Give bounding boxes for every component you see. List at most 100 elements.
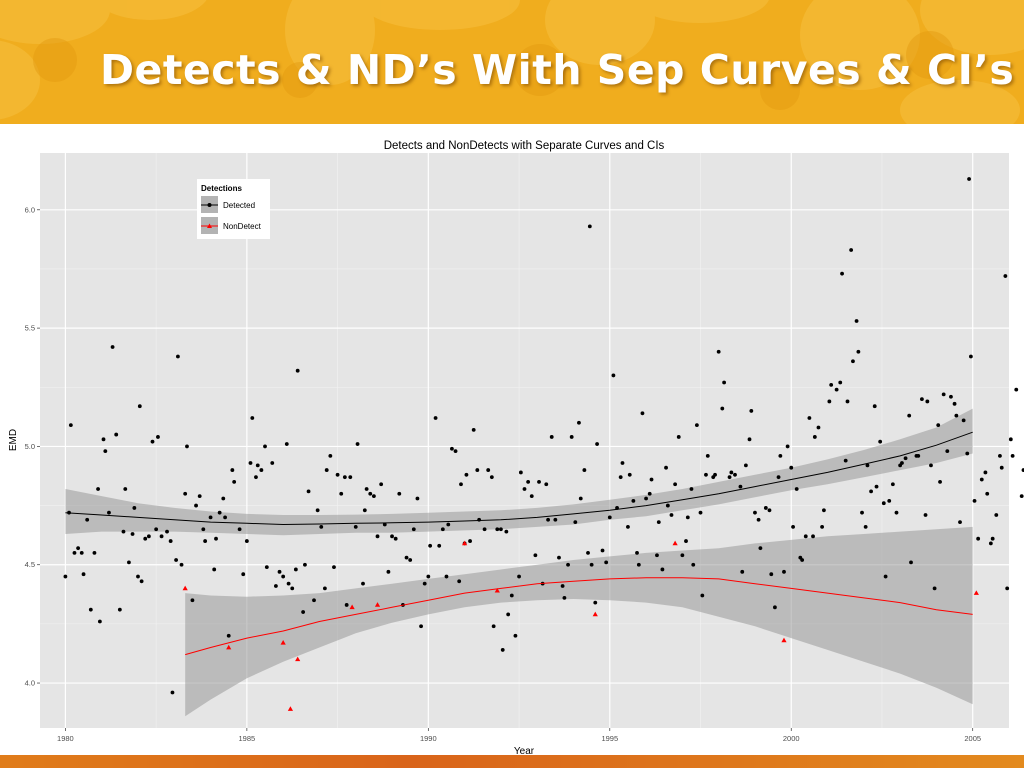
detected-point xyxy=(459,482,463,487)
detected-point xyxy=(949,394,953,399)
detected-point xyxy=(315,508,320,513)
detected-point xyxy=(700,593,705,598)
detected-point xyxy=(838,380,843,385)
detected-point xyxy=(190,598,195,603)
detected-point xyxy=(900,461,904,465)
floral-pattern-decoration xyxy=(0,0,1024,124)
detected-point xyxy=(972,498,977,503)
detected-point xyxy=(776,475,781,480)
title-banner: Detects & ND’s With Sep Curves & CI’s xyxy=(0,0,1024,124)
detected-point xyxy=(226,633,231,638)
detected-point xyxy=(303,562,307,567)
detected-point xyxy=(250,416,255,420)
detected-point xyxy=(794,487,799,491)
detected-point xyxy=(284,442,289,446)
detected-point xyxy=(604,560,609,565)
nondetect-point xyxy=(295,656,301,662)
detected-point xyxy=(393,536,398,541)
detected-point xyxy=(811,534,815,539)
detected-point xyxy=(627,472,632,477)
detected-point xyxy=(344,603,349,607)
detected-point xyxy=(136,574,140,579)
nondetect-point xyxy=(349,604,355,610)
detected-point xyxy=(660,567,665,572)
nondetect-point xyxy=(494,587,500,593)
detected-point xyxy=(368,491,373,496)
detected-point xyxy=(691,562,696,567)
detected-point xyxy=(217,510,222,515)
detected-point xyxy=(117,607,122,612)
fit-lines xyxy=(65,431,973,656)
detected-point xyxy=(829,382,834,387)
detected-point xyxy=(840,271,844,276)
detected-point xyxy=(248,461,253,465)
detected-point xyxy=(593,600,598,605)
detected-point xyxy=(923,513,928,517)
detected-point xyxy=(976,536,981,541)
detected-point xyxy=(114,432,119,437)
detected-point xyxy=(386,569,391,574)
x-tick-label: 1985 xyxy=(239,734,256,743)
footer-strip xyxy=(0,755,1024,768)
detected-point xyxy=(322,586,327,591)
detected-point xyxy=(878,439,883,444)
detected-point xyxy=(919,397,924,401)
detected-point xyxy=(929,463,933,468)
detected-point xyxy=(259,468,264,472)
detected-point xyxy=(578,496,583,501)
detected-point xyxy=(348,475,353,480)
x-tick-label: 2000 xyxy=(783,734,800,743)
detected-point xyxy=(364,487,369,491)
detected-point xyxy=(968,354,973,359)
detected-point xyxy=(665,503,670,508)
detected-point xyxy=(518,470,523,475)
detected-point xyxy=(168,539,173,543)
detected-point xyxy=(562,595,567,600)
detected-point xyxy=(156,435,160,439)
detected-point xyxy=(640,411,645,416)
detected-point xyxy=(212,567,217,572)
detected-point xyxy=(874,484,879,489)
data-points xyxy=(63,177,1024,711)
detected-point xyxy=(713,472,717,477)
detected-point xyxy=(312,598,316,603)
detected-point xyxy=(856,349,861,354)
detected-point xyxy=(985,491,990,496)
x-axis: 1980 1985 1990 1995 2000 2005 xyxy=(57,728,981,743)
detected-point xyxy=(491,624,496,629)
detected-point xyxy=(428,543,433,548)
detected-point xyxy=(176,354,180,359)
detected-point xyxy=(649,477,654,482)
nondetect-point xyxy=(973,590,979,595)
detected-point xyxy=(143,536,148,541)
detected-point xyxy=(753,510,757,515)
detected-point xyxy=(408,558,413,562)
slide-title: Detects & ND’s With Sep Curves & CI’s xyxy=(100,46,1015,94)
detected-point xyxy=(132,506,137,510)
detected-point xyxy=(137,404,142,409)
detected-point xyxy=(589,562,594,567)
detected-point xyxy=(301,610,306,614)
ci-ribbon-detected xyxy=(65,408,973,536)
detected-point xyxy=(967,177,971,181)
detected-point xyxy=(130,532,135,536)
detected-point xyxy=(738,484,743,489)
detected-point xyxy=(339,491,344,496)
detected-point xyxy=(763,506,768,510)
detected-point xyxy=(404,555,409,560)
detected-point xyxy=(680,553,685,558)
detected-point xyxy=(789,465,794,470)
detected-point xyxy=(68,423,73,428)
detected-point xyxy=(290,586,295,591)
detected-point xyxy=(324,468,329,472)
detected-point xyxy=(782,569,786,574)
confidence-ribbons xyxy=(65,408,973,717)
scatter-chart: Detects and NonDetects with Separate Cur… xyxy=(8,140,1024,756)
detected-point xyxy=(881,501,886,506)
detected-point xyxy=(379,482,384,487)
detected-point xyxy=(635,550,639,555)
detected-point xyxy=(270,461,275,465)
nondetect-point xyxy=(287,706,294,711)
detected-point xyxy=(582,468,587,472)
detected-point xyxy=(740,569,745,574)
